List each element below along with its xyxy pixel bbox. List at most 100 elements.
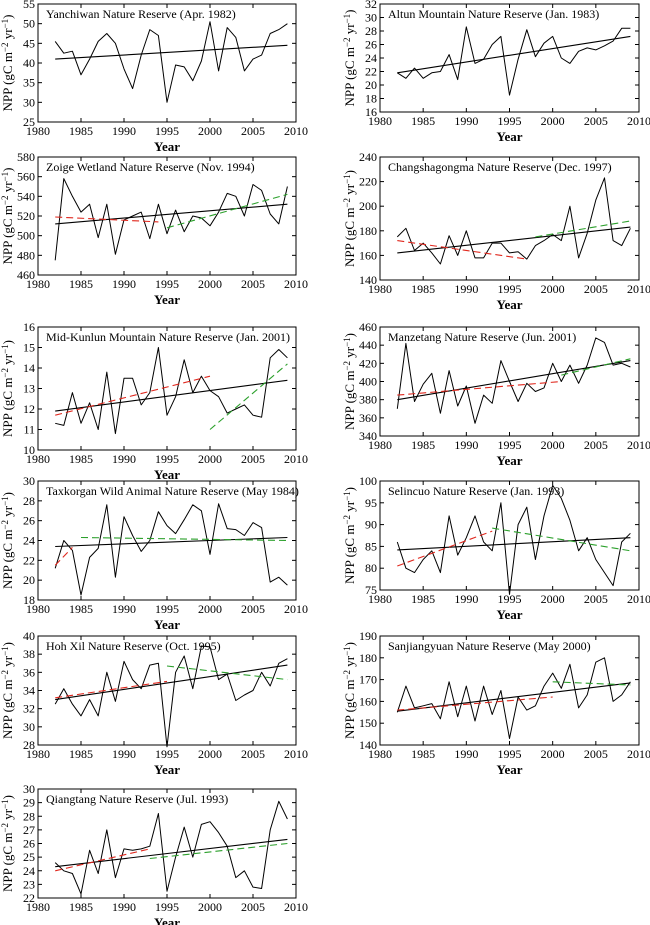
y-tick-label: 160	[359, 248, 377, 262]
x-tick-label: 1990	[112, 452, 136, 466]
x-axis-label: Year	[154, 467, 180, 482]
x-tick-label: 2010	[284, 277, 308, 291]
x-tick-label: 1980	[26, 900, 50, 914]
npp-series-line	[396, 177, 631, 265]
x-tick-label: 1985	[411, 282, 435, 296]
y-axis-label: NPP (gC m−2 yr−1)	[0, 14, 15, 111]
y-tick-label: 40	[23, 629, 35, 643]
y-tick-label: 170	[359, 673, 377, 687]
trend-trend-line	[55, 536, 288, 548]
x-axis-label: Year	[154, 762, 180, 777]
y-axis-label: NPP (gC m−2 yr−1)	[342, 9, 357, 106]
x-tick-label: 2005	[241, 124, 265, 138]
y-tick-label: 190	[359, 629, 377, 643]
x-tick-label: 1980	[26, 602, 50, 616]
y-tick-label: 100	[359, 474, 377, 488]
x-tick-label: 1985	[69, 277, 93, 291]
x-tick-label: 1990	[454, 438, 478, 452]
trend-trend-line	[397, 226, 631, 254]
x-tick-label: 1995	[498, 282, 522, 296]
x-tick-label: 2005	[584, 114, 608, 128]
y-tick-label: 26	[23, 514, 35, 528]
x-axis-label: Year	[497, 453, 523, 468]
y-tick-label: 34	[23, 684, 35, 698]
y-axis-label: NPP (gC m−2 yr−1)	[0, 795, 15, 892]
x-tick-label: 2000	[198, 452, 222, 466]
x-tick-label: 2005	[584, 592, 608, 606]
y-tick-label: 13	[23, 382, 35, 396]
chart-title: Manzetang Nature Reserve (Jun. 2001)	[388, 330, 576, 344]
y-axis-label: NPP (gC m−2 yr−1)	[0, 642, 15, 739]
x-tick-label: 1995	[155, 452, 179, 466]
y-tick-label: 26	[365, 38, 377, 52]
y-tick-label: 140	[359, 273, 377, 287]
after-trend-line	[166, 665, 288, 681]
y-tick-label: 30	[23, 782, 35, 796]
y-tick-label: 220	[359, 175, 377, 189]
y-tick-label: 20	[23, 573, 35, 587]
x-tick-label: 2010	[627, 114, 650, 128]
after-trend-line	[561, 358, 631, 376]
x-tick-label: 2005	[241, 277, 265, 291]
x-tick-label: 2010	[627, 438, 650, 452]
y-tick-label: 28	[365, 24, 377, 38]
x-tick-label: 1990	[112, 277, 136, 291]
x-tick-label: 1995	[155, 602, 179, 616]
x-tick-label: 2005	[241, 602, 265, 616]
npp-series-line	[54, 21, 288, 103]
y-tick-label: 30	[23, 720, 35, 734]
x-axis-label: Year	[154, 915, 180, 925]
trend-trend-line	[397, 35, 631, 74]
chart-panel-9: 1980 1985 1990 1995 2000 2005 2010 28 30 32 34 36 38…	[0, 629, 308, 777]
x-axis-label: Year	[497, 607, 523, 622]
x-tick-label: 1990	[454, 114, 478, 128]
after-trend-line	[209, 363, 288, 430]
y-tick-label: 24	[23, 534, 35, 548]
y-tick-label: 18	[365, 92, 377, 106]
y-tick-label: 38	[23, 647, 35, 661]
chart-title: Zoige Wetland Nature Reserve (Nov. 1994)	[46, 160, 255, 174]
chart-panel-10: 1980 1985 1990 1995 2000 2005 2010 140 150 160 170…	[342, 629, 650, 777]
x-tick-label: 1990	[112, 900, 136, 914]
y-tick-label: 80	[365, 561, 377, 575]
y-tick-label: 18	[23, 593, 35, 607]
x-tick-label: 2010	[284, 900, 308, 914]
x-tick-label: 2010	[627, 282, 650, 296]
y-tick-label: 25	[23, 115, 35, 129]
x-axis-label: Year	[497, 297, 523, 312]
y-tick-label: 460	[359, 320, 377, 334]
npp-series-line	[396, 484, 631, 595]
y-axis-label: NPP (gC m−2 yr−1)	[342, 333, 357, 430]
x-tick-label: 2000	[541, 114, 565, 128]
x-tick-label: 2010	[284, 124, 308, 138]
x-tick-label: 1995	[155, 900, 179, 914]
after-trend-line	[149, 842, 288, 860]
chart-panel-6: 1980 1985 1990 1995 2000 2005 2010 340 360 380 400…	[342, 320, 650, 468]
x-tick-label: 1990	[454, 747, 478, 761]
chart-panel-11: 1980 1985 1990 1995 2000 2005 2010 222324252627…	[0, 782, 308, 925]
y-axis-label: NPP (gC m−2 yr−1)	[342, 170, 357, 267]
after-trend-line	[492, 527, 631, 552]
trend-trend-line	[397, 360, 631, 401]
y-tick-label: 23	[23, 877, 35, 891]
y-tick-label: 140	[359, 738, 377, 752]
x-tick-label: 2000	[198, 900, 222, 914]
y-tick-label: 16	[365, 105, 377, 119]
chart-title: Changshagongma Nature Reserve (Dec. 1997…	[388, 160, 612, 174]
plot-frame	[37, 326, 297, 451]
y-tick-label: 85	[365, 539, 377, 553]
y-tick-label: 24	[365, 51, 377, 65]
trend-trend-line	[55, 664, 288, 701]
y-tick-label: 30	[23, 474, 35, 488]
x-tick-label: 2000	[541, 438, 565, 452]
x-axis-label: Year	[154, 617, 180, 632]
y-axis-label: NPP (gC m−2 yr−1)	[342, 487, 357, 584]
y-tick-label: 29	[23, 796, 35, 810]
y-tick-label: 520	[17, 209, 35, 223]
y-axis-label: NPP (gC m−2 yr−1)	[0, 167, 15, 264]
x-axis-label: Year	[497, 129, 523, 144]
npp-series-line	[54, 645, 288, 748]
y-tick-label: 25	[23, 850, 35, 864]
y-tick-label: 420	[359, 356, 377, 370]
x-tick-label: 1995	[498, 438, 522, 452]
